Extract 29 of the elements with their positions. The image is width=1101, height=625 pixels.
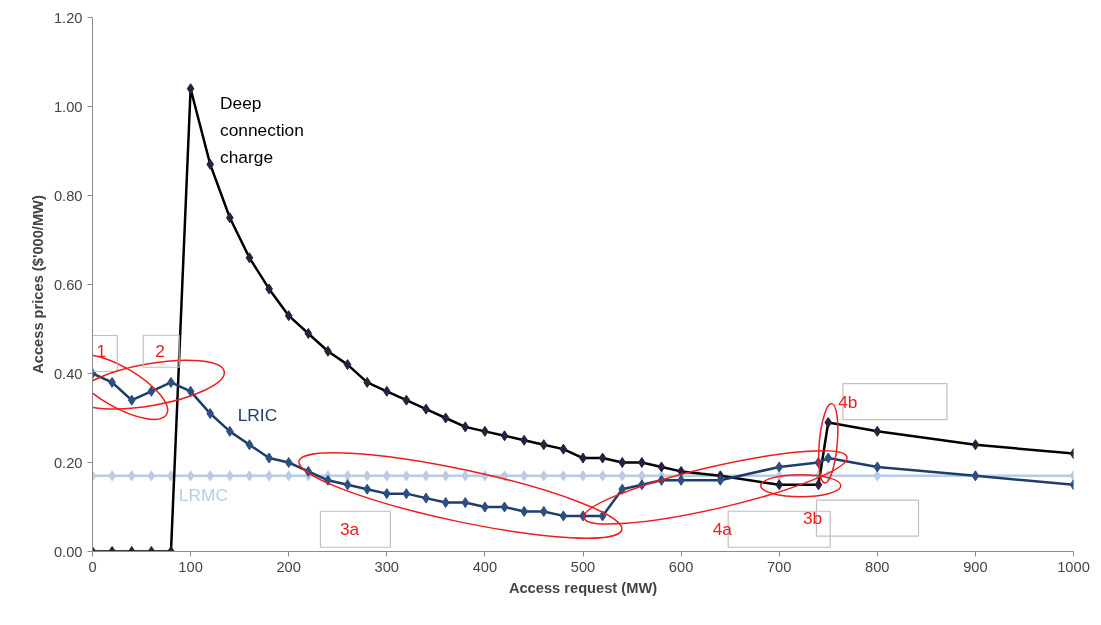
y-tick-label: 1.00: [53, 98, 83, 115]
x-tick-label: 900: [963, 558, 988, 575]
y-tick-label: 0.40: [53, 365, 83, 382]
y-tick-label: 0.60: [53, 276, 83, 293]
x-axis-title: Access request (MW): [508, 579, 658, 596]
annotation: 2: [155, 341, 166, 362]
y-axis-title: Access prices ($'000/MW): [29, 195, 46, 374]
annotation: 3b: [802, 508, 823, 529]
y-tick-label: 0.20: [53, 454, 83, 471]
x-tick-label: 400: [472, 558, 498, 575]
annotation: 1: [96, 341, 107, 362]
annotation: 4b: [838, 391, 858, 412]
x-tick-label: 500: [570, 558, 596, 575]
series-label: LRIC: [237, 404, 278, 425]
x-tick-label: 100: [178, 558, 203, 575]
y-tick-label: 0.80: [53, 187, 83, 204]
annotation: 4a: [712, 519, 733, 540]
x-tick-label: 600: [668, 558, 694, 575]
x-tick-label: 800: [865, 558, 890, 575]
x-tick-label: 200: [276, 558, 301, 575]
x-tick-label: 700: [766, 558, 792, 575]
x-tick-label: 1000: [1057, 558, 1090, 575]
series-label: LRMC: [178, 484, 228, 505]
y-tick-label: 0.00: [53, 543, 83, 560]
x-tick-label: 0: [88, 558, 97, 575]
x-tick-label: 300: [374, 558, 400, 575]
y-tick-label: 1.20: [53, 9, 83, 26]
annotation: 3a: [339, 519, 360, 540]
series-label: Deep connection charge: [220, 93, 304, 168]
